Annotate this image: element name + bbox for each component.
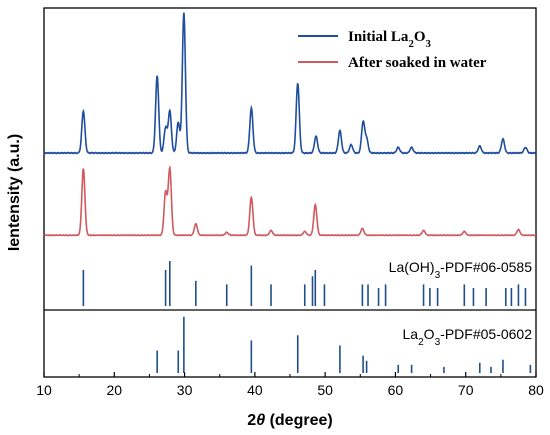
x-tick-label: 50 xyxy=(317,382,333,398)
x-axis-label: 2θ (degree) xyxy=(247,412,332,429)
x-tick-label: 80 xyxy=(528,382,544,398)
x-tick-label: 30 xyxy=(177,382,193,398)
reference-label-1: La2O3-PDF#05-0602 xyxy=(402,326,532,348)
series-line-0 xyxy=(43,12,537,155)
x-tick-label: 60 xyxy=(388,382,404,398)
legend-label-0: Initial La2O3 xyxy=(348,29,432,50)
legend-label-1: After soaked in water xyxy=(348,55,487,71)
x-tick-label: 40 xyxy=(247,382,263,398)
y-axis-label: Ientensity (a.u.) xyxy=(6,134,23,251)
x-tick-label: 10 xyxy=(36,382,52,398)
x-tick-label: 20 xyxy=(106,382,122,398)
series-line-1 xyxy=(43,164,537,237)
x-tick-label: 70 xyxy=(458,382,474,398)
reference-label-0: La(OH)3-PDF#06-0585 xyxy=(389,259,533,281)
